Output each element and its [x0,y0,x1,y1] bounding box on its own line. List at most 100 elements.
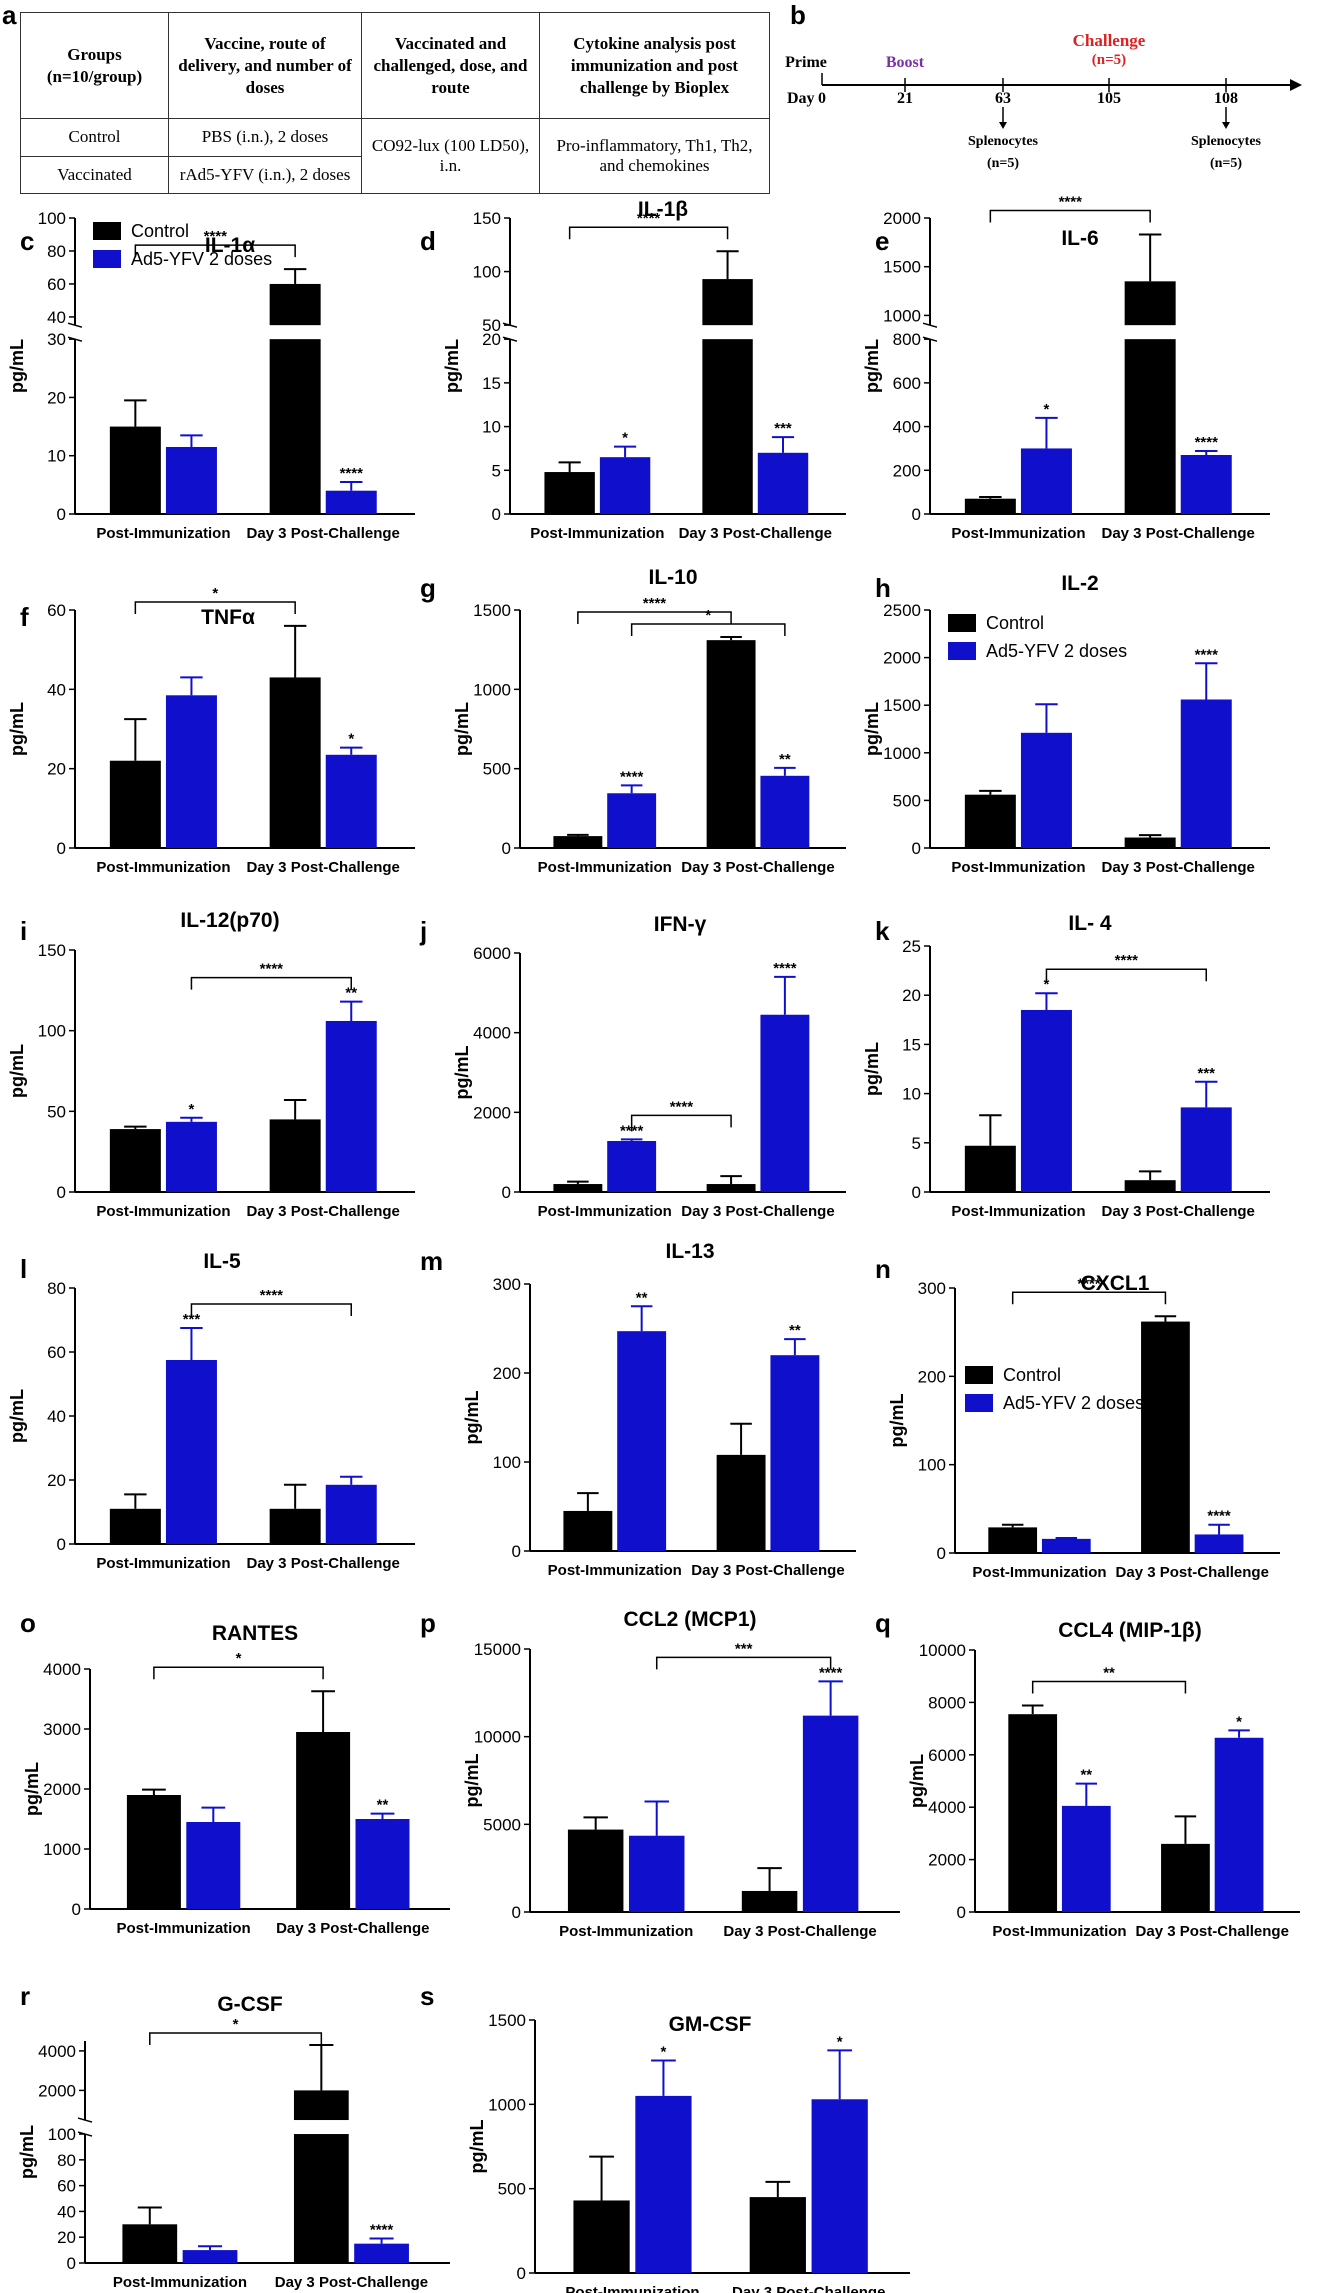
chart-title: IL-6 [1061,227,1098,250]
bar [988,1527,1038,1553]
x-tick-label: Day 3 Post-Challenge [679,525,832,542]
legend-label-control: Control [131,221,189,241]
bar [355,1819,410,1909]
x-tick-label: Post-Immunization [951,859,1085,876]
x-tick-label: Day 3 Post-Challenge [732,2284,885,2293]
bar [1020,1009,1072,1192]
chart-l: l IL-5 0 20 40 60 80 pg/mL Post-Immunization Day … [7,1250,415,1572]
table-cell-cytokine: Pro-inflammatory, Th1, Th2, and chemokin… [539,118,770,194]
chart-h: h IL-2 0 500 1000 1500 2000 2500 pg/mL Post-Immun… [862,572,1270,876]
y-tick-label: 1000 [883,306,921,325]
header-vaccine: Vaccine, route of delivery, and number o… [168,11,362,120]
significance-stars: **** [1195,434,1219,451]
significance-stars: * [1044,976,1050,993]
y-tick-label: 0 [57,1535,66,1554]
x-tick-label: Post-Immunization [96,1203,230,1220]
table-cell: PBS (i.n.), 2 doses [168,118,362,157]
bar [567,1829,624,1912]
bar [269,677,321,848]
x-tick-label: Post-Immunization [113,2274,247,2291]
significance-bracket [630,623,786,636]
x-tick-label: Day 3 Post-Challenge [681,859,834,876]
significance-stars: ** [636,1289,648,1306]
y-tick-label: 20 [47,388,66,407]
chart-r: r G-CSF 0 20 40 60 80 100 2000 4000 pg/mL Post-Immu… [17,1981,450,2291]
y-tick-label: 0 [57,1183,66,1202]
y-tick-label: 0 [72,1900,81,1919]
y-axis-label: pg/mL [452,702,472,756]
chart-s: s GM-CSF 0 500 1000 1500 pg/mL Post-Immunizatio… [420,1981,910,2293]
y-tick-label: 20 [482,330,501,349]
bar [109,426,161,514]
axis-break-mark [922,322,938,328]
bar [741,1890,798,1912]
significance-bracket [630,1114,732,1132]
x-tick-label: Day 3 Post-Challenge [247,1555,400,1572]
bar [760,1014,810,1192]
panel-letter: s [420,1981,434,2011]
significance-stars: *** [183,1311,201,1328]
chart-f: f TNFα 0 20 40 60 pg/mL Post-Immunization Day 3 … [7,585,415,876]
significance-bracket [989,209,1151,223]
bar [749,2197,806,2273]
y-tick-label: 2000 [38,2081,76,2100]
significance-stars: * [622,430,628,447]
legend: Control Ad5-YFV 2 doses [965,1365,1144,1413]
timeline-boost-label: Boost [886,54,925,71]
axis-break-mark [922,336,938,342]
bar [325,490,377,514]
timeline-day-value: 21 [897,90,913,107]
y-tick-label: 10000 [919,1641,966,1660]
significance-bracket [655,1656,832,1670]
y-tick-label: 20 [902,986,921,1005]
y-tick-label: 1500 [883,696,921,715]
x-tick-label: Post-Immunization [972,1564,1106,1581]
panel-letter: m [420,1246,443,1276]
y-axis-label: pg/mL [462,1391,482,1445]
panel-letter: o [20,1608,36,1638]
table-row: Control PBS (i.n.), 2 doses CO92-lux (10… [20,118,770,194]
chart-n: n CXCL1 0 100 200 300 pg/mL Post-Immunization Da… [875,1254,1280,1581]
y-tick-label: 0 [957,1903,966,1922]
bracket-stars: **** [1059,194,1083,211]
timeline-arrowhead [1290,79,1302,91]
y-tick-label: 10 [902,1085,921,1104]
axis-break-mark [502,336,518,342]
y-tick-label: 60 [47,1343,66,1362]
panel-letter-b: b [790,0,806,30]
bar [573,2200,630,2273]
y-axis-label: pg/mL [862,702,882,756]
y-tick-label: 5000 [483,1815,521,1834]
legend-label-control: Control [1003,1365,1061,1385]
legend-label-control: Control [986,613,1044,633]
y-tick-label: 0 [512,1542,521,1561]
bracket-stars: **** [260,961,284,978]
y-tick-label: 0 [502,1183,511,1202]
timeline-panel: b Prime Boost Challenge (n=5) Day 0 21 63 105 108 S… [785,0,1302,171]
x-tick-label: Day 3 Post-Challenge [276,1920,429,1937]
chart-title: IL-1β [638,198,688,221]
panel-letter: j [419,916,427,946]
chart-title: IL-5 [203,1250,241,1273]
y-tick-label: 0 [57,505,66,524]
y-tick-label: 400 [893,418,921,437]
y-tick-label: 1000 [488,2095,526,2114]
bar [354,2243,409,2263]
legend-swatch-vaccine [93,250,121,268]
significance-stars: **** [1207,1508,1231,1525]
bar [1020,448,1072,514]
bar [1124,1180,1176,1192]
y-tick-label: 500 [893,791,921,810]
bar [1194,1534,1244,1553]
legend-swatch-control [93,222,121,240]
y-tick-label: 10000 [474,1728,521,1747]
panel-letter: l [20,1254,27,1284]
bar [1180,454,1232,514]
axis-break-mark [77,2117,93,2123]
chart-title: GM-CSF [669,2013,752,2036]
y-tick-label: 40 [47,680,66,699]
y-tick-label: 200 [493,1364,521,1383]
x-tick-label: Post-Immunization [951,525,1085,542]
y-tick-label: 60 [47,275,66,294]
bar [563,1510,613,1551]
